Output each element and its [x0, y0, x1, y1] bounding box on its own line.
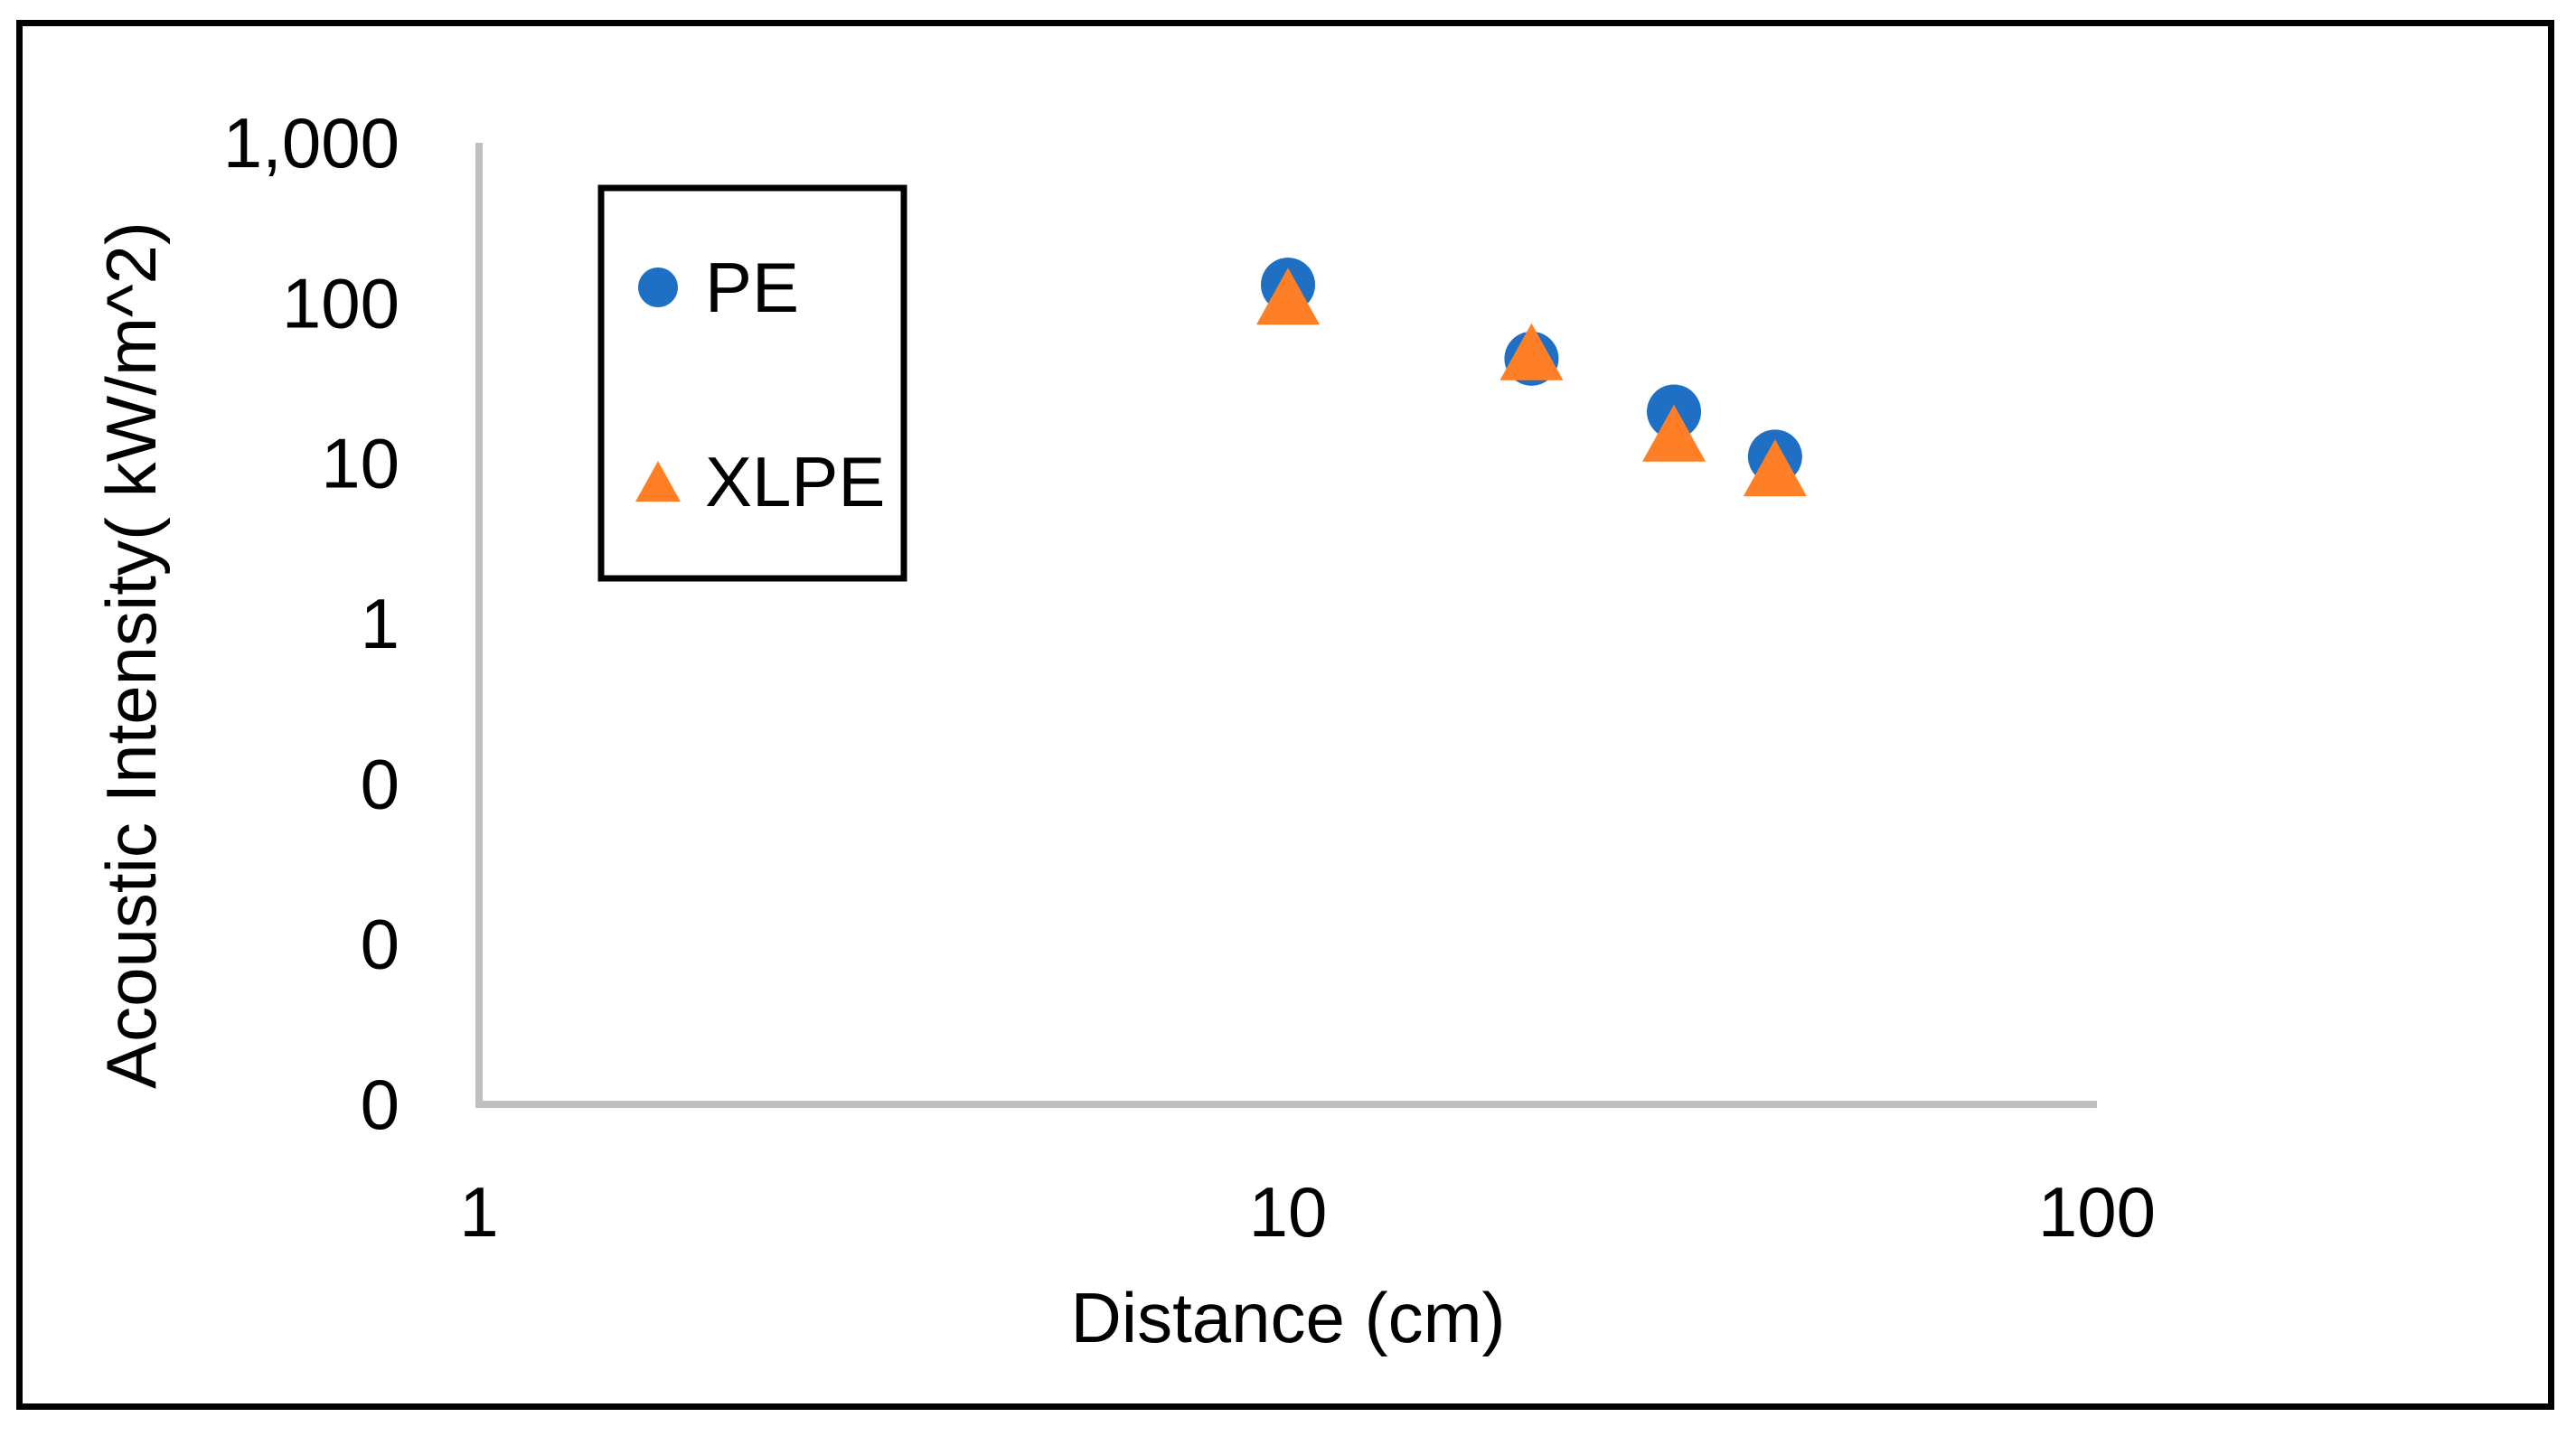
- data-points: [1256, 258, 1807, 497]
- data-point-xlpe: [1642, 404, 1706, 462]
- legend-label-xlpe: XLPE: [705, 442, 885, 521]
- series-xlpe: [1256, 267, 1807, 497]
- legend-label-pe: PE: [705, 248, 799, 327]
- x-axis-title: Distance (cm): [1070, 1278, 1505, 1357]
- legend: PE XLPE: [597, 184, 907, 582]
- y-tick-label: 100: [282, 263, 400, 343]
- y-tick-labels: 0 0 0 1 10 100 1,000: [223, 103, 400, 1144]
- data-point-xlpe: [1500, 323, 1564, 380]
- x-tick-label: 1: [459, 1172, 498, 1252]
- axes: [475, 143, 2097, 1108]
- y-tick-label: 0: [361, 1065, 400, 1144]
- y-tick-label: 0: [361, 905, 400, 984]
- legend-box: [597, 184, 907, 582]
- x-tick-label: 10: [1249, 1172, 1328, 1252]
- chart-frame: [16, 20, 2554, 1410]
- legend-marker-xlpe: [635, 461, 681, 502]
- data-point-xlpe: [1743, 439, 1807, 497]
- y-tick-label: 1,000: [223, 103, 400, 183]
- y-tick-label: 10: [321, 424, 400, 503]
- x-tick-label: 100: [2038, 1172, 2156, 1252]
- x-tick-labels: 1 10 100: [459, 1172, 2156, 1252]
- data-point-xlpe: [1256, 267, 1320, 325]
- legend-marker-pe: [638, 267, 678, 307]
- y-axis-title: Acoustic Intensity( kW/m^2): [91, 221, 171, 1089]
- y-tick-label: 0: [361, 744, 400, 823]
- y-tick-label: 1: [361, 584, 400, 663]
